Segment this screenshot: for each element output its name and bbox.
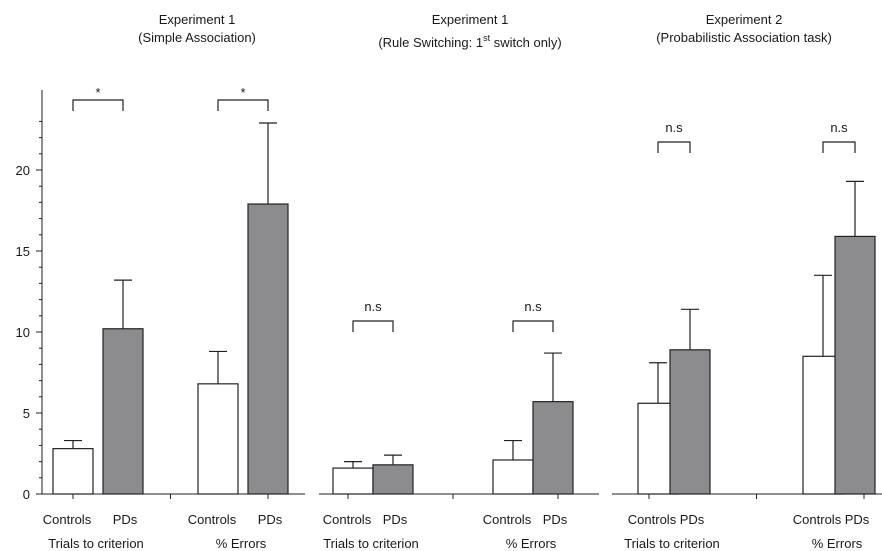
bar-p1-g2-controls: [197, 383, 239, 495]
measure-label: Trials to criterion: [323, 536, 419, 551]
bar-p3-g2-pds: [834, 235, 876, 495]
significance-bracket: [72, 99, 124, 111]
panel-2-title-line1: Experiment 1: [432, 12, 509, 27]
bar-p3-g1-pds: [669, 349, 711, 495]
bar-p1-g2-pds: [247, 203, 289, 495]
bar-p2-g1-pds: [372, 464, 414, 495]
panel-3-title-line1: Experiment 2: [706, 12, 783, 27]
category-label: Controls: [188, 512, 237, 527]
measure-label: % Errors: [812, 536, 863, 551]
significance-bracket: [217, 99, 269, 111]
bar-p2-g2-pds: [532, 401, 574, 495]
significance-bracket: [822, 141, 856, 153]
category-label: Controls: [323, 512, 372, 527]
panel-1-title-line2: (Simple Association): [138, 30, 256, 45]
measure-label: % Errors: [216, 536, 267, 551]
significance-bracket: [512, 320, 554, 332]
significance-bracket: [352, 320, 394, 332]
category-label: PDs: [383, 512, 408, 527]
significance-label: n.s: [524, 299, 542, 314]
y-tick-label: 5: [23, 406, 30, 421]
panel-2-title-prefix: (Rule Switching: 1: [378, 35, 483, 50]
significance-label: *: [95, 85, 100, 100]
significance-label: n.s: [364, 299, 382, 314]
y-tick-label: 20: [16, 163, 30, 178]
category-label: Controls: [793, 512, 842, 527]
category-label: Controls: [483, 512, 532, 527]
panel-2-title-line2: (Rule Switching: 1st switch only): [378, 33, 561, 50]
bar-p1-g1-pds: [102, 328, 144, 495]
measure-label: % Errors: [506, 536, 557, 551]
x-axis-baselines: [42, 493, 882, 499]
panel-2-title-suffix: switch only): [490, 35, 562, 50]
significance-label: n.s: [665, 120, 683, 135]
panel-1-title-line1: Experiment 1: [159, 12, 236, 27]
y-tick-label: 0: [23, 487, 30, 502]
y-axis: 0 5 10 15 20: [16, 90, 43, 502]
panel-3-title-line2: (Probabilistic Association task): [656, 30, 832, 45]
y-tick-label: 10: [16, 325, 30, 340]
category-label: PDs: [258, 512, 283, 527]
significance-label: *: [240, 85, 245, 100]
measure-label: Trials to criterion: [624, 536, 720, 551]
significance-bracket: [657, 141, 691, 153]
category-label: PDs: [543, 512, 568, 527]
category-label: PDs: [113, 512, 138, 527]
bar-p1-g1-controls: [52, 448, 94, 495]
category-label: PDs: [680, 512, 705, 527]
y-tick-label: 15: [16, 244, 30, 259]
panel-2-title-sup: st: [483, 33, 491, 43]
bar-p2-g1-controls: [332, 467, 374, 495]
category-label: Controls: [43, 512, 92, 527]
category-label: Controls: [628, 512, 677, 527]
bar-p2-g2-controls: [492, 459, 534, 495]
category-label: PDs: [845, 512, 870, 527]
measure-label: Trials to criterion: [48, 536, 144, 551]
significance-label: n.s: [830, 120, 848, 135]
